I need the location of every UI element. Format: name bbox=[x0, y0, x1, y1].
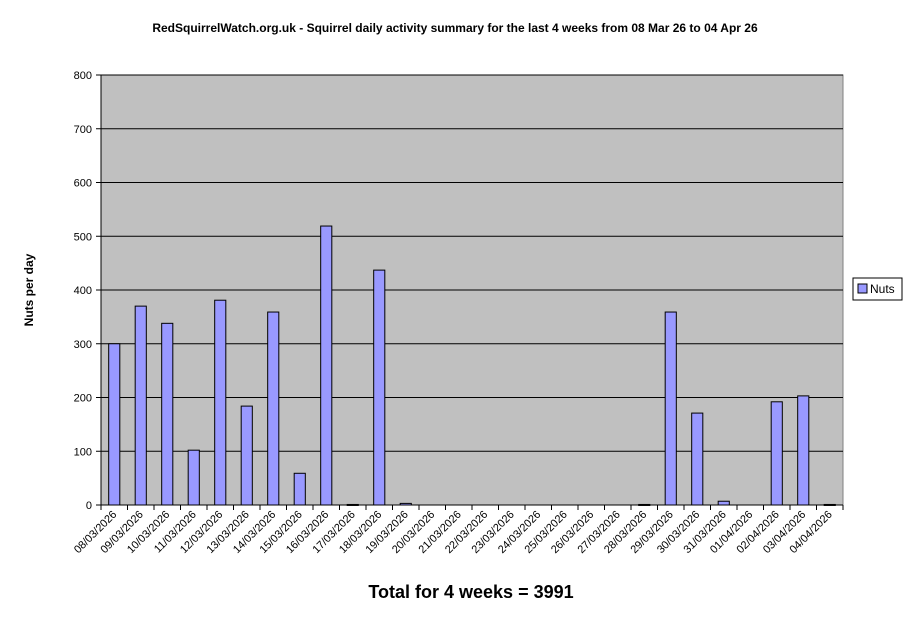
legend: Nuts bbox=[852, 277, 903, 301]
bar bbox=[108, 343, 121, 506]
bar bbox=[717, 500, 730, 506]
bar bbox=[187, 449, 200, 506]
bar bbox=[320, 225, 333, 506]
y-tick-label: 300 bbox=[74, 339, 92, 351]
y-tick-label: 700 bbox=[74, 124, 92, 136]
total-label: Total for 4 weeks = 3991 bbox=[368, 582, 573, 602]
bar bbox=[293, 472, 306, 506]
bar bbox=[691, 412, 704, 506]
axes bbox=[100, 75, 844, 510]
bar bbox=[267, 311, 280, 506]
bar bbox=[664, 311, 677, 506]
y-tick-label: 800 bbox=[74, 70, 92, 82]
legend-swatch bbox=[857, 283, 868, 294]
bar bbox=[770, 401, 783, 506]
y-tick-labels: 0 100 200 300 400 500 600 700 800 bbox=[74, 70, 92, 512]
bar bbox=[373, 269, 386, 506]
y-tick-label: 0 bbox=[86, 500, 92, 512]
y-tick-label: 600 bbox=[74, 178, 92, 190]
chart-title: RedSquirrelWatch.org.uk - Squirrel daily… bbox=[152, 21, 758, 35]
y-axis-label: Nuts per day bbox=[22, 253, 36, 326]
bar bbox=[797, 395, 810, 506]
y-tick-label: 200 bbox=[74, 393, 92, 405]
bar bbox=[214, 299, 227, 506]
y-tick-label: 500 bbox=[74, 231, 92, 243]
y-tick-label: 100 bbox=[74, 446, 92, 458]
legend-label: Nuts bbox=[870, 282, 895, 296]
bar bbox=[134, 305, 147, 506]
y-tick-label: 400 bbox=[74, 285, 92, 297]
x-tick-labels: 08/03/202609/03/202610/03/202611/03/2026… bbox=[72, 509, 835, 556]
bar bbox=[161, 322, 174, 506]
bar bbox=[240, 405, 253, 506]
